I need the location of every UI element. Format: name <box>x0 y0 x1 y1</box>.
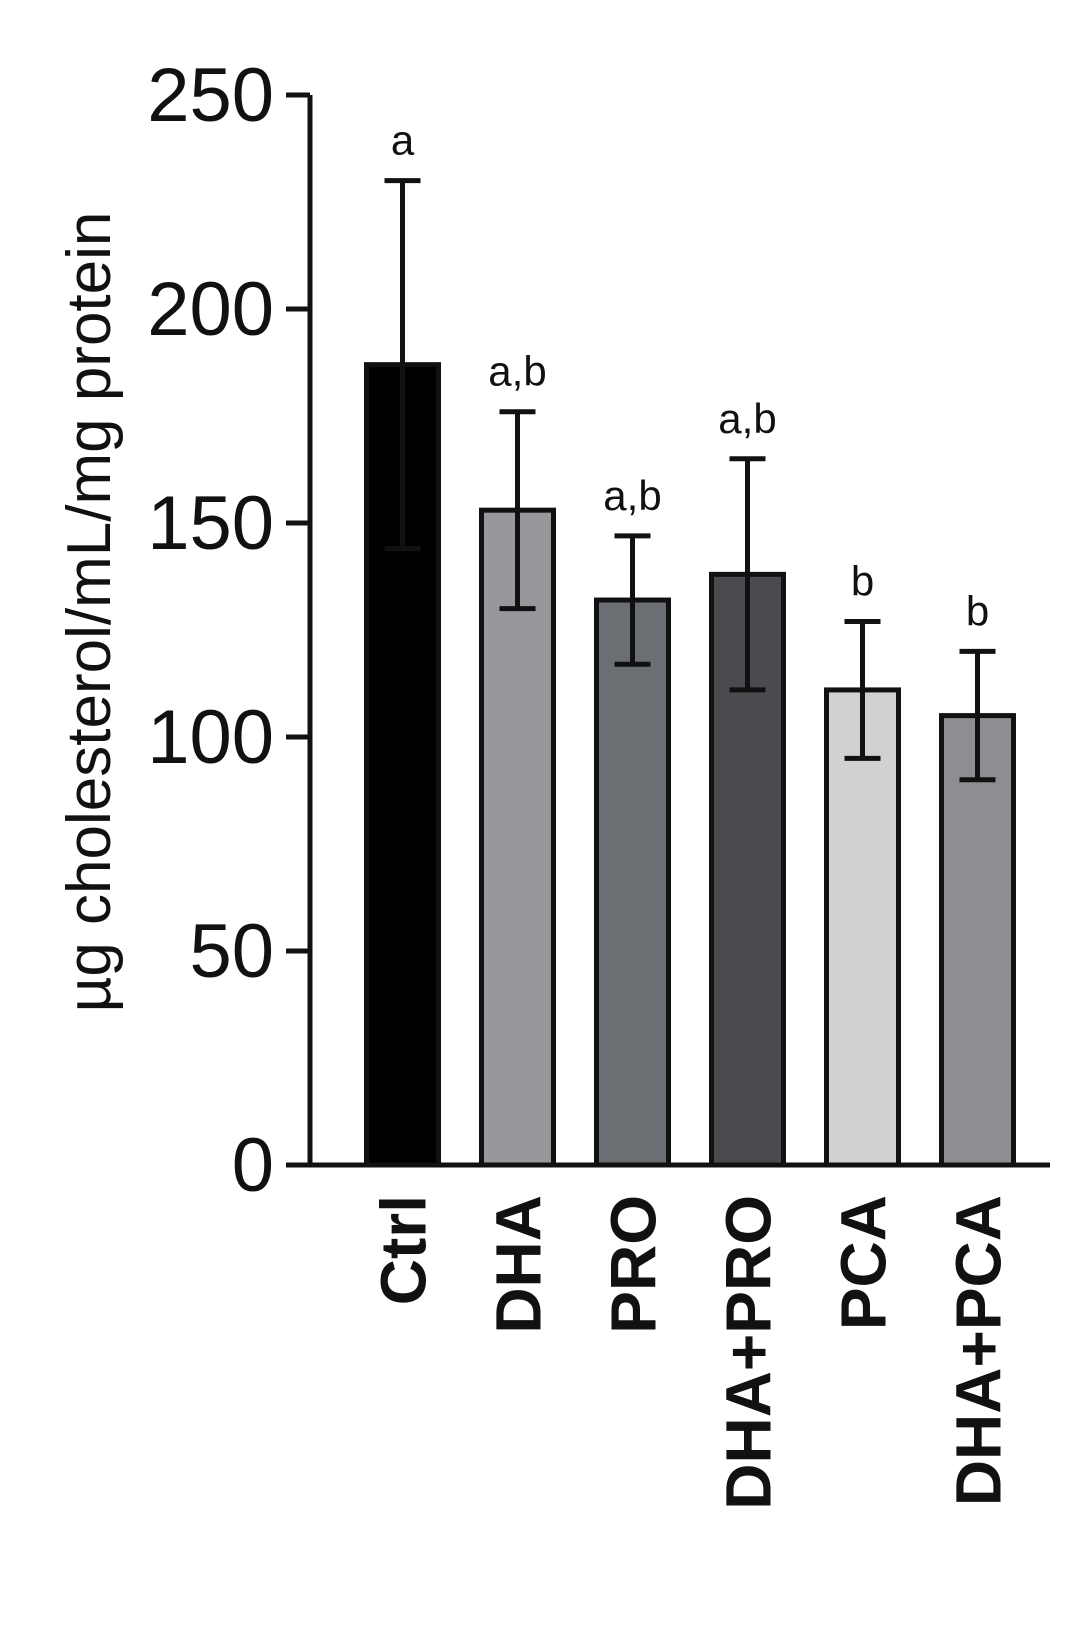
y-tick-label: 200 <box>147 267 274 352</box>
significance-label: a,b <box>488 348 546 395</box>
bars: a a,b a,b a,b b b <box>364 117 1016 1168</box>
x-category-label: DHA+PCA <box>943 1195 1015 1506</box>
x-category-label: DHA+PRO <box>713 1195 785 1510</box>
x-category-label: PRO <box>598 1195 670 1334</box>
y-axis-title: µg cholesterol/mL/mg protein <box>55 212 124 1013</box>
x-category-label: PCA <box>828 1195 900 1330</box>
y-tick-label: 150 <box>147 481 274 566</box>
significance-label: a <box>391 117 415 164</box>
y-axis: 0 50 100 150 200 250 <box>147 53 313 1208</box>
x-axis: Ctrl DHA PRO DHA+PRO PCA DHA+PCA <box>310 1162 1050 1510</box>
bar <box>594 597 671 1168</box>
x-category-label: DHA <box>483 1195 555 1334</box>
y-tick-label: 0 <box>232 1123 274 1208</box>
significance-label: b <box>966 587 989 634</box>
significance-label: a,b <box>603 472 661 519</box>
y-tick-label: 250 <box>147 53 274 138</box>
bar <box>939 713 1016 1168</box>
y-tick-label: 50 <box>189 909 274 994</box>
y-tick-label: 100 <box>147 695 274 780</box>
significance-label: a,b <box>718 395 776 442</box>
significance-label: b <box>851 557 874 604</box>
bar <box>824 687 901 1168</box>
x-category-label: Ctrl <box>368 1195 440 1305</box>
